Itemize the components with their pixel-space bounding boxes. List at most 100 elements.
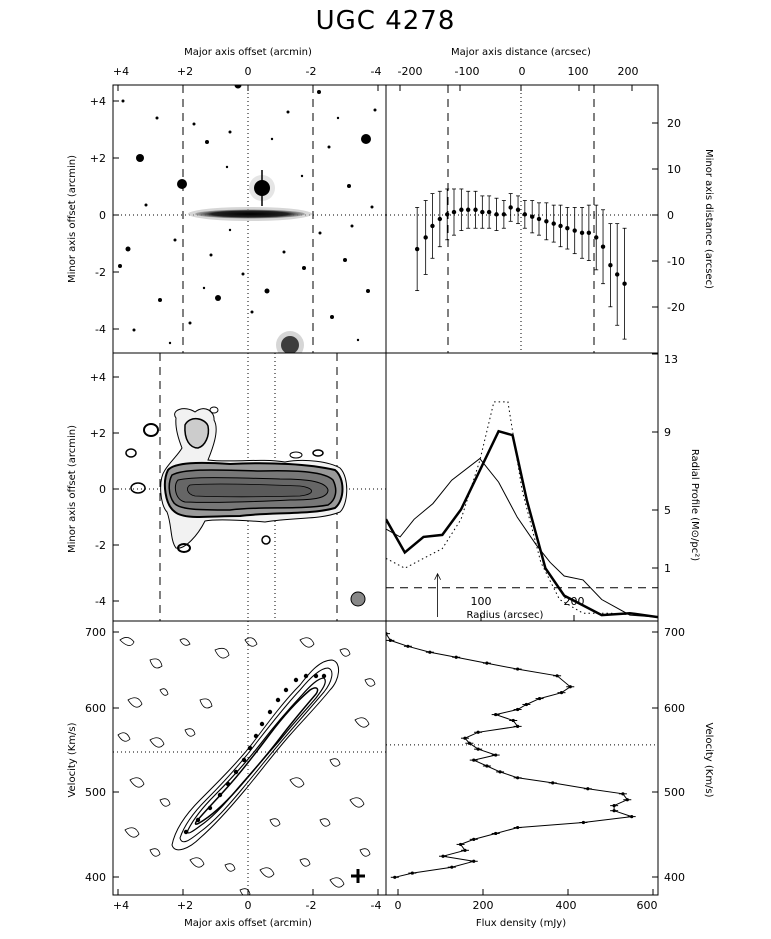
centroid-right-axis-label: Minor axis distance (arcsec)	[703, 149, 714, 289]
optical-image-panel: Major axis offset (arcmin) +4 +2 0 -2 -4…	[67, 47, 387, 354]
rotation-curve-point	[313, 673, 319, 679]
pv-left-tick: 600	[85, 702, 106, 715]
spectrum-right-tick: 400	[664, 871, 685, 884]
spectrum-point	[516, 825, 520, 830]
pv-bottom-tick: +2	[177, 899, 193, 912]
rotation-curve-point	[241, 757, 247, 763]
centroid-right-tick: -20	[667, 301, 685, 314]
moment0-left-tick: 0	[99, 483, 106, 496]
centroid-point	[544, 219, 549, 224]
radial-right-axis-label: Radial Profile (M⊙/pc²)	[689, 449, 700, 561]
centroid-point	[423, 235, 428, 240]
spectrum-right-tick: 600	[664, 702, 685, 715]
rotation-curve-point	[275, 697, 281, 703]
centroid-point	[551, 221, 556, 226]
centroid-point	[515, 207, 521, 212]
spectrum-point	[406, 644, 410, 648]
spectrum-point	[625, 798, 629, 802]
centroid-right-tick: 10	[667, 163, 681, 176]
centroid-point	[615, 272, 620, 277]
spectrum-point	[511, 718, 515, 723]
spectrum-point	[524, 702, 528, 707]
centroid-point	[522, 212, 528, 217]
centroid-panel: Major axis distance (arcsec) -200 -100 0…	[385, 47, 714, 354]
spectrum-point	[630, 814, 634, 819]
optical-image	[113, 85, 386, 353]
centroid-point	[459, 207, 464, 212]
optical-left-tick: +4	[90, 95, 106, 108]
spectrum-point	[568, 685, 572, 689]
pv-left-tick: 500	[85, 786, 106, 799]
centroid-point	[480, 209, 485, 215]
spectrum-point	[494, 753, 498, 757]
centroid-top-tick: 100	[568, 65, 589, 78]
spectrum-right-axis-label: Velocity (Km/s)	[703, 722, 714, 797]
spectrum-bottom-tick: 400	[556, 899, 577, 912]
spectrum-point	[410, 871, 414, 875]
pv-left-tick: 700	[85, 626, 106, 639]
spectrum-point	[498, 770, 502, 774]
centroid-right-tick: -10	[667, 255, 685, 268]
centroid-point	[586, 230, 592, 236]
rotation-curve-point	[293, 677, 299, 683]
spectrum-point	[450, 865, 454, 869]
rotation-curve-point	[253, 733, 259, 739]
optical-left-tick: -2	[95, 266, 106, 279]
spectrum-point	[494, 712, 498, 717]
centroid-point	[558, 223, 563, 229]
optical-top-tick: -4	[371, 65, 382, 78]
pv-bottom-tick: 0	[245, 899, 252, 912]
centroid-point	[572, 228, 577, 233]
centroid-top-tick: -200	[398, 65, 423, 78]
spectrum-point	[428, 650, 432, 654]
spectrum-point	[559, 691, 564, 695]
spectrum-point	[621, 792, 625, 796]
spectrum-point	[454, 655, 458, 659]
spectrum-point	[581, 820, 586, 825]
centroid-point	[594, 235, 599, 240]
moment0-left-axis-label: Minor axis offset (arcmin)	[67, 425, 78, 553]
spectrum-point	[472, 859, 476, 863]
pv-bottom-tick: -2	[306, 899, 317, 912]
centroid-top-tick: -100	[455, 65, 480, 78]
spectrum-point	[537, 696, 542, 701]
rotation-curve-point	[233, 769, 239, 775]
centroid-point	[508, 205, 513, 210]
arrow-head	[434, 572, 441, 580]
centroid-right-tick: 20	[667, 117, 681, 130]
spectrum-point	[516, 724, 520, 728]
centroid-point	[565, 226, 570, 231]
spectrum-point	[485, 661, 489, 665]
rotation-curve-point	[207, 805, 213, 811]
centroid-point	[494, 212, 499, 217]
optical-left-tick: +2	[90, 152, 106, 165]
spectrum-point	[516, 707, 520, 712]
optical-top-axis-label: Major axis offset (arcmin)	[184, 47, 312, 58]
spectrum-right-tick: 700	[664, 626, 685, 639]
centroid-top-tick: 200	[618, 65, 639, 78]
moment0-left-tick: -2	[95, 539, 106, 552]
optical-left-tick: -4	[95, 323, 106, 336]
spectrum-point	[463, 848, 467, 852]
figure-title: UGC 4278	[315, 6, 456, 36]
spectrum-point	[612, 804, 616, 808]
spectrum-point	[441, 854, 445, 858]
centroid-point	[486, 209, 492, 215]
spectrum-point	[555, 674, 559, 678]
centroid-points	[414, 188, 627, 340]
rotation-curve-point	[217, 792, 223, 798]
spectrum-point	[388, 638, 392, 642]
pv-contour-map	[113, 621, 386, 895]
centroid-point	[465, 207, 471, 212]
centroid-point	[579, 230, 585, 236]
optical-top-tick: +2	[177, 65, 193, 78]
spectrum-panel: 0 200 400 600 Flux density (mJy) 700 600…	[385, 620, 714, 929]
spectrum-point	[551, 781, 555, 785]
spectrum-point	[586, 787, 590, 791]
spectrum-point	[393, 875, 397, 879]
spectrum-bottom-tick: 600	[637, 899, 658, 912]
centroid-point	[608, 263, 613, 268]
optical-top-tick: 0	[245, 65, 252, 78]
pv-left-tick: 400	[85, 871, 106, 884]
radial-right-tick: 9	[664, 426, 671, 439]
